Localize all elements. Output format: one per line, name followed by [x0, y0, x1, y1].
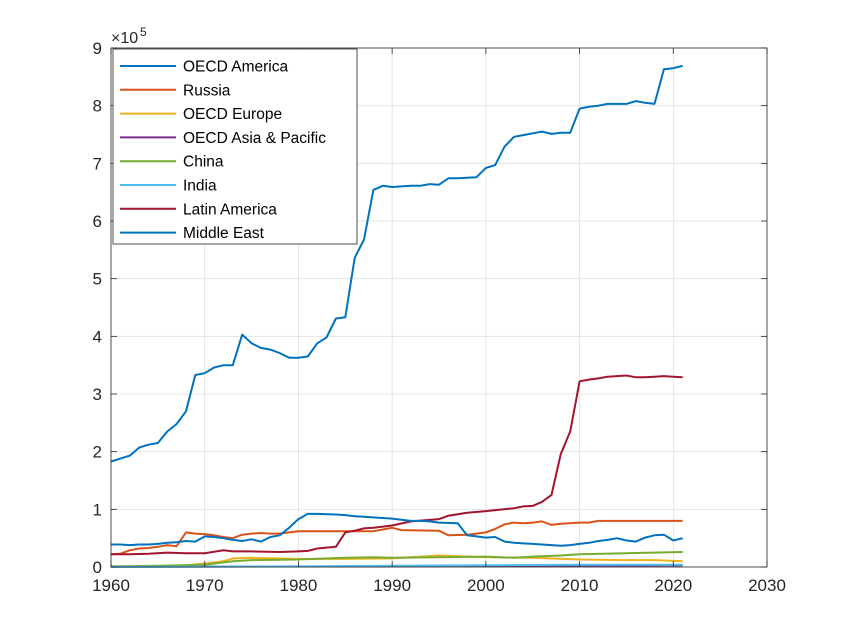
- y-tick-label: 9: [93, 39, 102, 58]
- y-tick-label: 3: [93, 385, 102, 404]
- legend-label-oecd-america: OECD America: [183, 59, 288, 76]
- series-line-russia: [110, 519, 683, 556]
- x-tick-label: 1990: [373, 576, 411, 595]
- axis-ticks: 1960 1970 1980 1990 2000 2010 2020 2030 0 1 2 3 4 5 6 7…: [92, 39, 786, 595]
- series-line-india: [110, 563, 683, 568]
- legend-label-india: India: [183, 178, 217, 195]
- x-tick-label: 1970: [186, 576, 224, 595]
- x-tick-label: 2020: [654, 576, 692, 595]
- x-tick-label: 2030: [748, 576, 786, 595]
- x-tick-label: 1960: [92, 576, 130, 595]
- y-tick-label: 7: [93, 154, 102, 173]
- y-tick-label: 1: [93, 500, 102, 519]
- y-tick-label: 8: [93, 97, 102, 116]
- y-tick-label: 6: [93, 212, 102, 231]
- series-line-latin-america: [111, 374, 683, 556]
- legend-label-china: China: [183, 154, 224, 171]
- x-tick-label: 2010: [561, 576, 599, 595]
- y-tick-label: 4: [93, 327, 102, 346]
- legend-label-middle-east: Middle East: [183, 225, 265, 242]
- series-lines: [110, 64, 683, 568]
- legend-label-latin-america: Latin America: [183, 201, 277, 218]
- y-tick-label: 0: [93, 558, 102, 577]
- series-line-middle-east: [111, 512, 683, 547]
- legend: OECD America Russia OECD Europe OECD Asia &…: [112, 48, 358, 245]
- y-tick-label: 2: [93, 443, 102, 462]
- x-tick-label: 2000: [467, 576, 505, 595]
- legend-label-oecd-asia-and-pacific: OECD Asia & Pacific: [183, 130, 326, 147]
- legend-label-russia: Russia: [183, 82, 231, 99]
- x-tick-label: 1980: [280, 576, 318, 595]
- y-exponent-base: ×10: [111, 30, 138, 47]
- plot-area-border: [110, 47, 768, 568]
- y-tick-label: 5: [93, 270, 102, 289]
- y-exponent-label: ×10 5: [111, 25, 147, 47]
- legend-box: [112, 48, 358, 245]
- series-line-oecd-america: [110, 64, 683, 463]
- series-line-china: [110, 551, 683, 568]
- y-exponent-power: 5: [140, 25, 147, 39]
- legend-label-oecd-europe: OECD Europe: [183, 106, 282, 123]
